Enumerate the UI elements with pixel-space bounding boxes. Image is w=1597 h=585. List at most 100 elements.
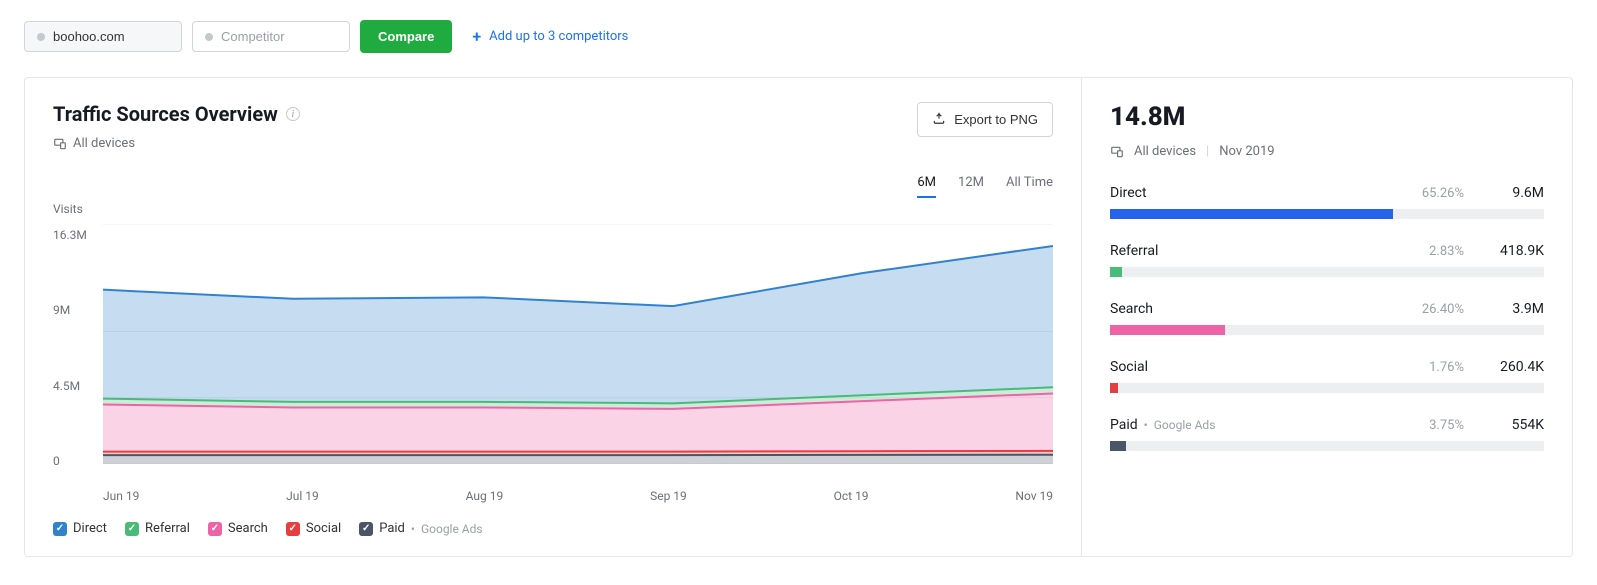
summary-period: Nov 2019 (1219, 144, 1274, 159)
legend-checkbox-icon: ✓ (53, 522, 67, 536)
source-value: 418.9K (1488, 243, 1544, 259)
plus-icon: + (472, 27, 481, 46)
legend-label: Search (228, 521, 268, 536)
legend-checkbox-icon: ✓ (359, 522, 373, 536)
y-tick-label: 4.5M (53, 379, 95, 393)
x-tick-label: Jun 19 (103, 489, 139, 503)
chart-svg (103, 224, 1053, 464)
source-name: Social (1110, 359, 1148, 375)
summary-sidebar: 14.8M All devices | Nov 2019 Direct 65.26… (1082, 78, 1572, 556)
source-sublabel: Google Ads (1154, 418, 1216, 432)
y-tick-label: 16.3M (53, 228, 95, 242)
source-values: 26.40% 3.9M (1422, 301, 1544, 317)
source-name: Paid • Google Ads (1110, 417, 1215, 433)
source-bar-fill (1110, 267, 1122, 277)
source-bar-track (1110, 441, 1544, 451)
source-bar-fill (1110, 441, 1126, 451)
source-percent: 3.75% (1429, 418, 1464, 433)
legend-item-social[interactable]: ✓Social (286, 521, 341, 536)
x-tick-label: Jul 19 (286, 489, 319, 503)
source-percent: 26.40% (1422, 302, 1464, 317)
legend-label: Paid (379, 521, 405, 536)
source-row-head: Paid • Google Ads 3.75% 554K (1110, 417, 1544, 433)
x-tick-label: Aug 19 (466, 489, 504, 503)
y-tick-label: 0 (53, 454, 95, 468)
y-axis-labels: 16.3M 9M 4.5M 0 (53, 228, 103, 468)
export-label: Export to PNG (954, 112, 1038, 127)
domain-input-pill[interactable] (24, 21, 182, 52)
source-row-direct[interactable]: Direct 65.26% 9.6M (1110, 185, 1544, 219)
source-bar-track (1110, 267, 1544, 277)
source-percent: 2.83% (1429, 244, 1464, 259)
legend-checkbox-icon: ✓ (125, 522, 139, 536)
devices-icon (1110, 145, 1124, 159)
competitor-input[interactable] (221, 29, 337, 44)
source-bar-track (1110, 209, 1544, 219)
source-bar-fill (1110, 325, 1225, 335)
legend-item-referral[interactable]: ✓ Referral (125, 521, 190, 536)
summary-devices-label[interactable]: All devices (1134, 144, 1196, 159)
source-percent: 65.26% (1422, 186, 1464, 201)
x-axis-labels: Jun 19Jul 19Aug 19Sep 19Oct 19Nov 19 (103, 489, 1053, 503)
compare-button[interactable]: Compare (360, 20, 452, 53)
source-label: Paid (1110, 417, 1138, 433)
range-tab-all-time[interactable]: All Time (1006, 175, 1053, 198)
x-tick-label: Oct 19 (834, 489, 869, 503)
source-row-search[interactable]: Search 26.40% 3.9M (1110, 301, 1544, 335)
source-values: 2.83% 418.9K (1429, 243, 1544, 259)
chart-title-text: Traffic Sources Overview (53, 102, 278, 126)
range-tabs: 6M 12M All Time (53, 175, 1053, 198)
add-competitor-link[interactable]: + Add up to 3 competitors (472, 27, 628, 46)
domain-input[interactable] (53, 29, 169, 44)
chart-area: Traffic Sources Overview i All devices E… (25, 78, 1082, 556)
source-name: Referral (1110, 243, 1158, 259)
legend-label: Direct (73, 521, 107, 536)
source-value: 9.6M (1488, 185, 1544, 201)
range-tab-6m[interactable]: 6M (917, 175, 936, 198)
source-value: 554K (1488, 417, 1544, 433)
main-panel: Traffic Sources Overview i All devices E… (24, 77, 1573, 557)
domain-dot-icon (37, 33, 45, 41)
area-series-direct (103, 246, 1053, 403)
source-values: 65.26% 9.6M (1422, 185, 1544, 201)
source-label: Search (1110, 301, 1153, 317)
competitor-dot-icon (205, 33, 213, 41)
source-name: Direct (1110, 185, 1147, 201)
source-row-head: Referral 2.83% 418.9K (1110, 243, 1544, 259)
source-row-paid[interactable]: Paid • Google Ads 3.75% 554K (1110, 417, 1544, 451)
source-bar-fill (1110, 383, 1118, 393)
source-label: Direct (1110, 185, 1147, 201)
source-value: 260.4K (1488, 359, 1544, 375)
source-label: Social (1110, 359, 1148, 375)
legend-item-paid[interactable]: ✓Paid • Google Ads (359, 521, 482, 536)
info-icon[interactable]: i (286, 107, 300, 121)
legend-item-direct[interactable]: ✓ Direct (53, 521, 107, 536)
legend-label: Referral (145, 521, 190, 536)
area-chart (103, 224, 1053, 483)
chart-title: Traffic Sources Overview i (53, 102, 300, 126)
source-bar-fill (1110, 209, 1393, 219)
source-row-head: Search 26.40% 3.9M (1110, 301, 1544, 317)
source-label: Referral (1110, 243, 1158, 259)
export-png-button[interactable]: Export to PNG (917, 102, 1053, 137)
source-list: Direct 65.26% 9.6M Referral 2.83% 418.9K Searc… (1110, 185, 1544, 451)
source-row-social[interactable]: Social 1.76% 260.4K (1110, 359, 1544, 393)
summary-total: 14.8M (1110, 102, 1544, 132)
legend-item-search[interactable]: ✓Search (208, 521, 268, 536)
y-axis-title: Visits (53, 202, 1053, 216)
source-separator: • (1144, 418, 1148, 432)
export-icon (932, 111, 946, 128)
range-tab-12m[interactable]: 12M (958, 175, 984, 198)
source-percent: 1.76% (1429, 360, 1464, 375)
competitor-input-pill[interactable] (192, 21, 350, 52)
source-value: 3.9M (1488, 301, 1544, 317)
legend-checkbox-icon: ✓ (286, 522, 300, 536)
separator: | (1206, 144, 1209, 159)
y-tick-label: 9M (53, 303, 95, 317)
x-tick-label: Sep 19 (650, 489, 687, 503)
source-row-head: Social 1.76% 260.4K (1110, 359, 1544, 375)
source-row-referral[interactable]: Referral 2.83% 418.9K (1110, 243, 1544, 277)
devices-icon (53, 137, 67, 151)
source-row-head: Direct 65.26% 9.6M (1110, 185, 1544, 201)
devices-filter[interactable]: All devices (53, 136, 300, 151)
